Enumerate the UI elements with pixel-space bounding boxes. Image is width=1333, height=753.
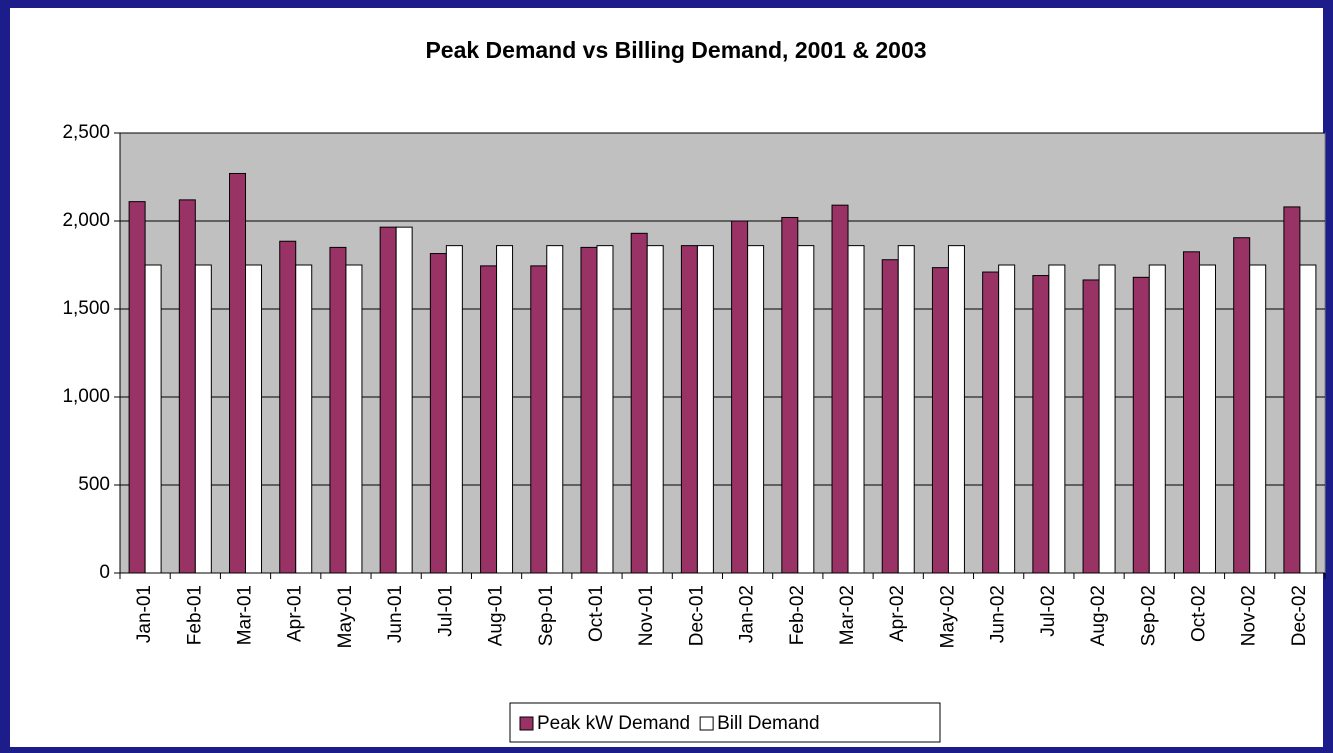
bar bbox=[329, 246, 347, 574]
y-tick-label: 1,000 bbox=[62, 386, 110, 407]
bar bbox=[1182, 251, 1200, 574]
bar bbox=[1283, 206, 1301, 574]
x-tick-label: Jul-01 bbox=[435, 585, 456, 637]
bar bbox=[1082, 279, 1100, 574]
x-tick-label: Apr-02 bbox=[887, 585, 908, 642]
bar bbox=[580, 246, 598, 574]
y-tick-label: 2,500 bbox=[62, 122, 110, 143]
bar bbox=[847, 245, 865, 574]
bar bbox=[1048, 264, 1066, 574]
x-tick-label: Nov-01 bbox=[636, 585, 657, 646]
bar bbox=[245, 264, 263, 574]
x-tick-label: Jul-02 bbox=[1038, 585, 1059, 637]
x-tick-label: Jan-01 bbox=[134, 585, 155, 643]
bar bbox=[680, 245, 698, 574]
bar bbox=[1132, 276, 1150, 574]
y-tick-label: 0 bbox=[99, 562, 110, 583]
bar bbox=[395, 226, 413, 574]
bar bbox=[596, 245, 614, 574]
bar bbox=[178, 199, 196, 574]
y-tick-label: 500 bbox=[78, 474, 110, 495]
bar bbox=[128, 201, 146, 574]
bar bbox=[1299, 264, 1317, 574]
bar bbox=[1198, 264, 1216, 574]
x-tick-label: May-01 bbox=[335, 585, 356, 648]
bar bbox=[1148, 264, 1166, 574]
x-tick-label: Jan-02 bbox=[737, 585, 758, 643]
x-tick-label: Sep-02 bbox=[1138, 585, 1159, 646]
bar bbox=[295, 264, 313, 574]
x-tick-label: Aug-02 bbox=[1088, 585, 1109, 646]
x-tick-label: Jun-01 bbox=[385, 585, 406, 643]
x-tick-label: Nov-02 bbox=[1239, 585, 1260, 646]
bar bbox=[1233, 237, 1251, 574]
bar bbox=[646, 245, 664, 574]
x-tick-label: Sep-01 bbox=[536, 585, 557, 646]
y-tick-label: 2,000 bbox=[62, 210, 110, 231]
bar bbox=[345, 264, 363, 574]
x-tick-label: Dec-01 bbox=[686, 585, 707, 646]
bar bbox=[279, 240, 297, 574]
legend-swatch bbox=[519, 716, 534, 731]
bar bbox=[144, 264, 162, 574]
bar bbox=[731, 220, 749, 574]
x-tick-label: Jun-02 bbox=[988, 585, 1009, 643]
legend-swatch bbox=[699, 716, 714, 731]
x-tick-label: Feb-01 bbox=[184, 585, 205, 645]
bar bbox=[530, 265, 548, 574]
bar bbox=[881, 259, 899, 574]
bar bbox=[229, 172, 247, 574]
x-tick-label: Mar-02 bbox=[837, 585, 858, 645]
plot-area bbox=[119, 132, 1326, 574]
bar bbox=[496, 245, 514, 574]
bar bbox=[696, 245, 714, 574]
x-tick-label: May-02 bbox=[937, 585, 958, 648]
bar bbox=[747, 245, 765, 574]
bar bbox=[1098, 264, 1116, 574]
bar bbox=[897, 245, 915, 574]
x-tick-label: Feb-02 bbox=[787, 585, 808, 645]
legend-label: Peak kW Demand bbox=[537, 713, 690, 734]
x-tick-label: Oct-02 bbox=[1188, 585, 1209, 642]
bar bbox=[194, 264, 212, 574]
bar bbox=[797, 245, 815, 574]
x-tick-label: Apr-01 bbox=[285, 585, 306, 642]
bar bbox=[1032, 275, 1050, 574]
legend-box bbox=[509, 702, 941, 743]
x-tick-label: Dec-02 bbox=[1289, 585, 1310, 646]
y-tick-label: 1,500 bbox=[62, 298, 110, 319]
bar bbox=[998, 264, 1016, 574]
bar bbox=[931, 267, 949, 574]
bar bbox=[546, 245, 564, 574]
bar bbox=[379, 226, 397, 574]
bar bbox=[445, 245, 463, 574]
x-tick-label: Oct-01 bbox=[586, 585, 607, 642]
legend-label: Bill Demand bbox=[717, 713, 819, 734]
bar bbox=[831, 204, 849, 574]
bar bbox=[1249, 264, 1267, 574]
chart-title: Peak Demand vs Billing Demand, 2001 & 20… bbox=[425, 37, 926, 63]
bar bbox=[480, 265, 498, 574]
bar bbox=[630, 232, 648, 574]
bar bbox=[947, 245, 965, 574]
bar bbox=[429, 253, 447, 574]
x-tick-label: Mar-01 bbox=[235, 585, 256, 645]
bar bbox=[982, 271, 1000, 574]
bar bbox=[781, 216, 799, 574]
x-tick-label: Aug-01 bbox=[486, 585, 507, 646]
